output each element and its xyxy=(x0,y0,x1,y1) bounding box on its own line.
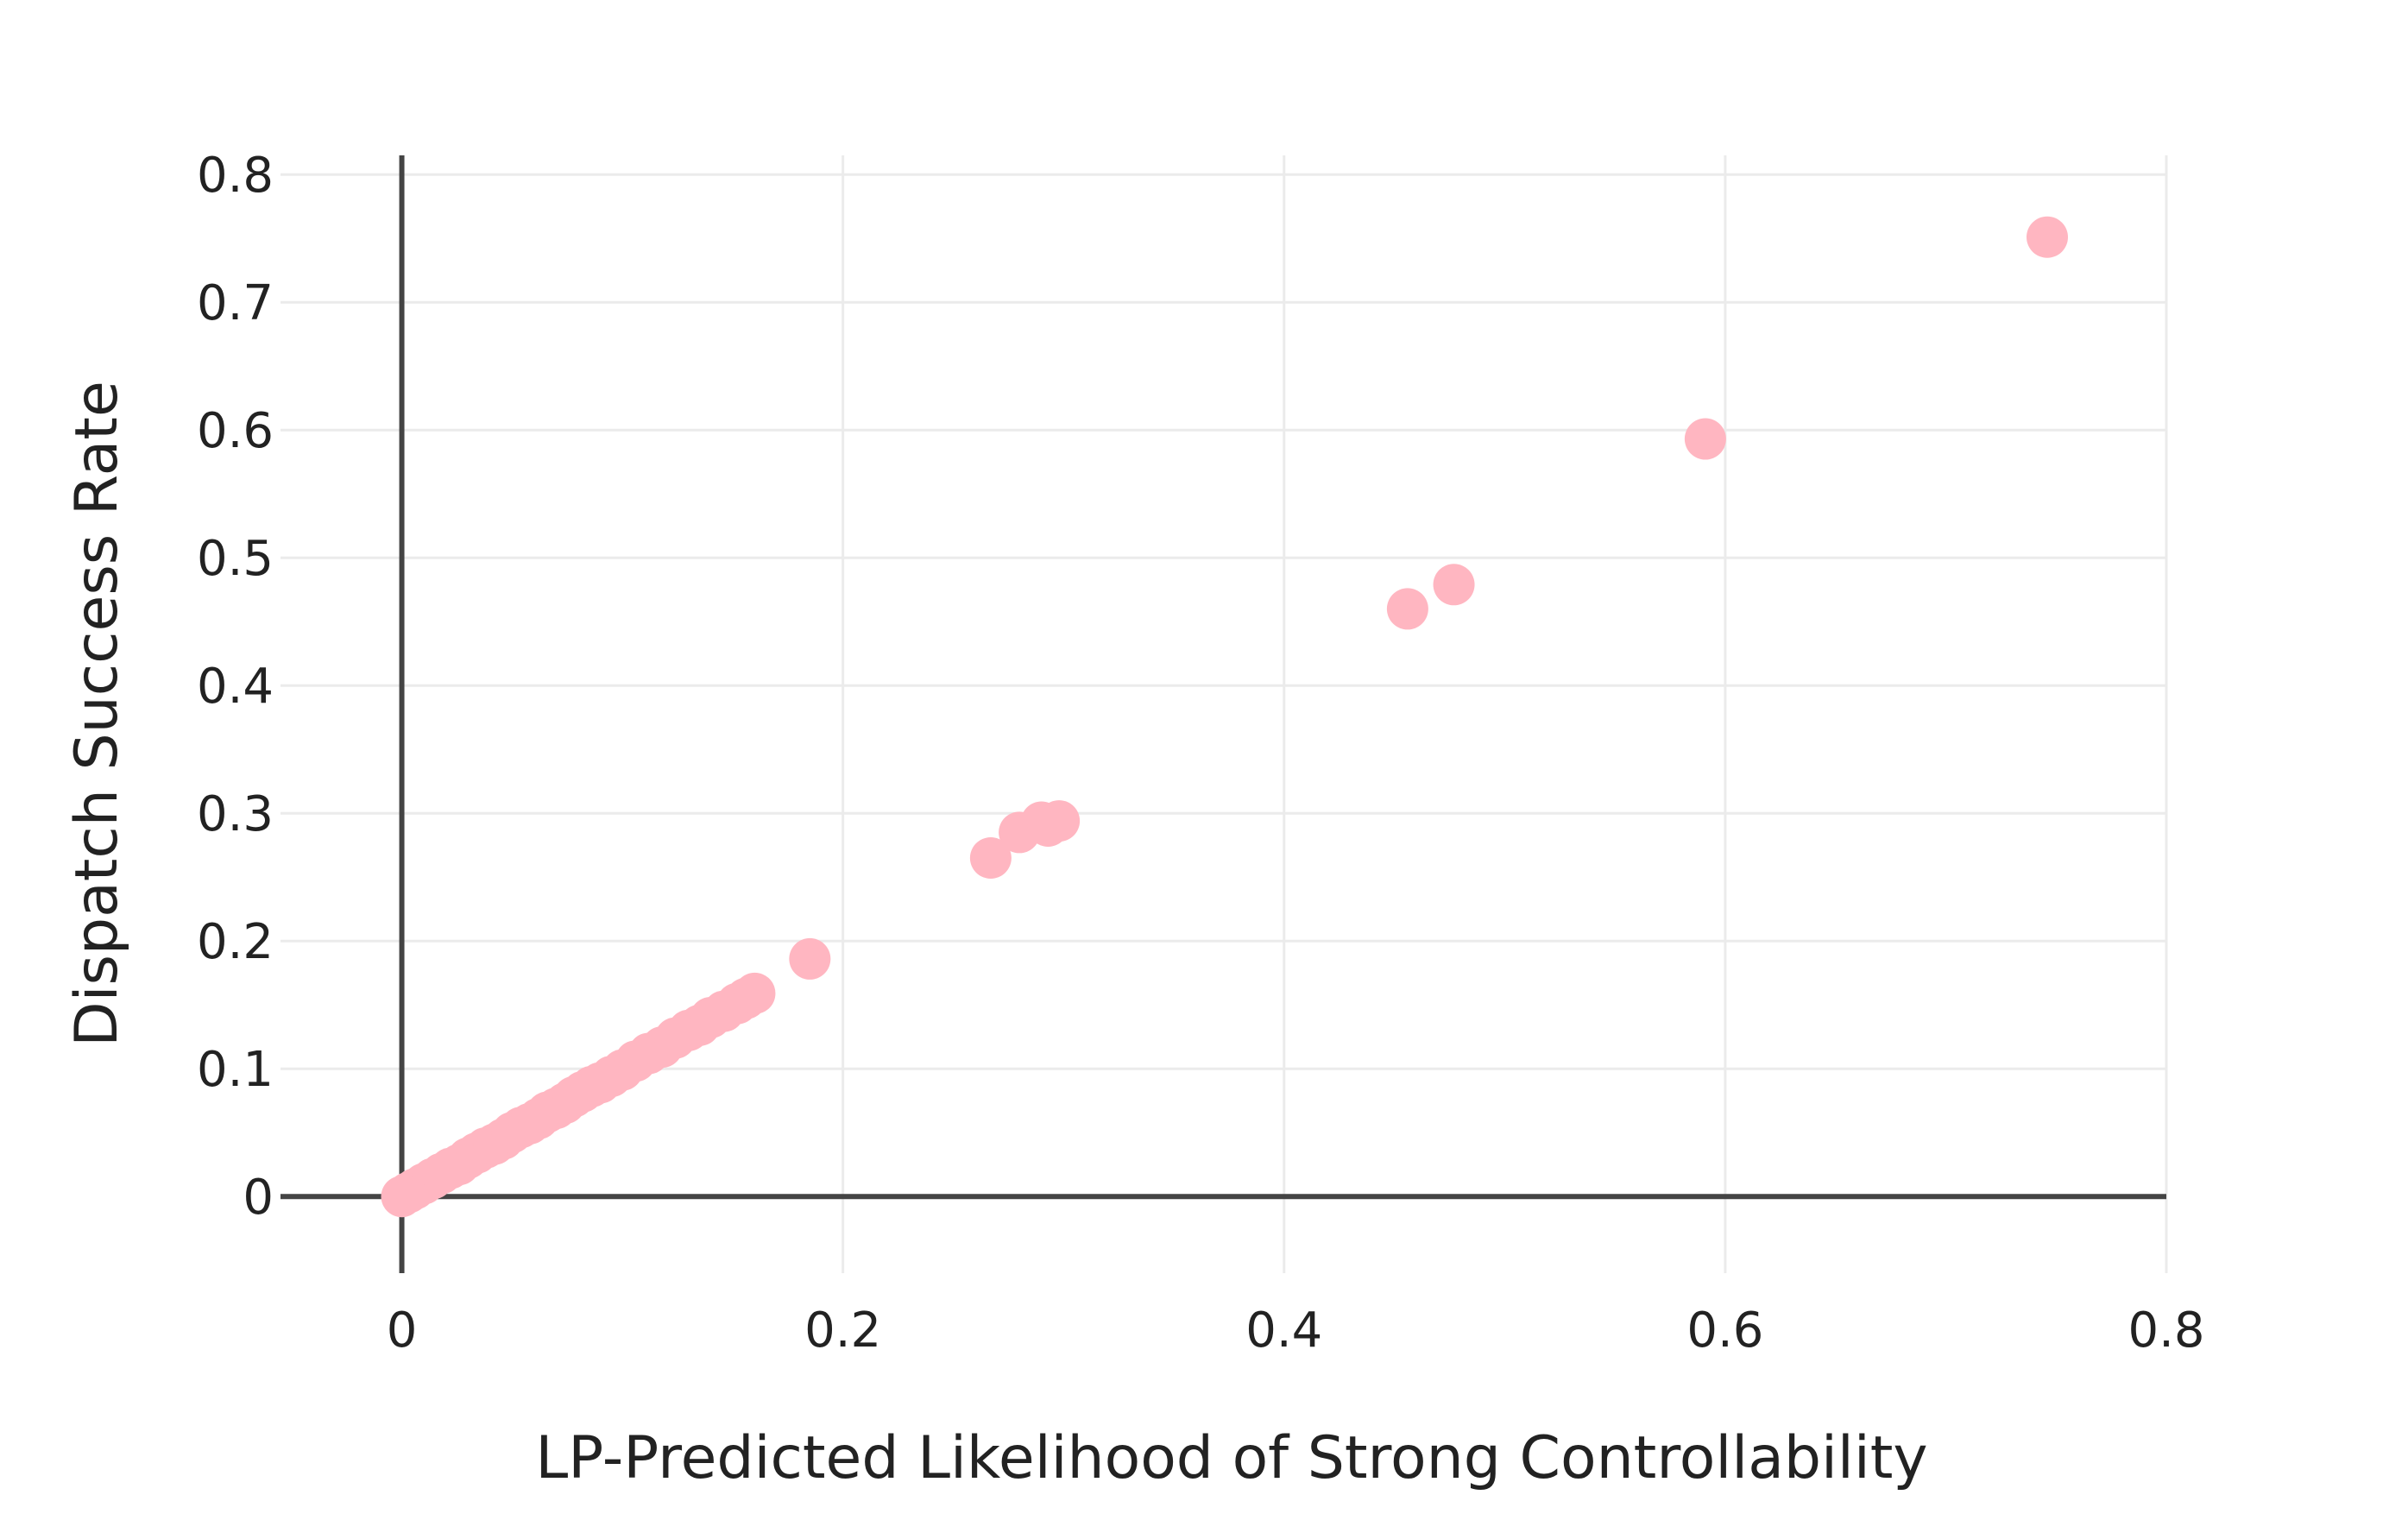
x-tick-label: 0.8 xyxy=(2127,1302,2204,1359)
x-tick-label: 0.4 xyxy=(1245,1302,1322,1359)
y-tick-label: 0.8 xyxy=(197,148,274,204)
scatter-point xyxy=(2027,216,2068,258)
y-tick-label: 0.4 xyxy=(197,659,274,715)
gridlines xyxy=(281,155,2168,1273)
x-tick-label: 0 xyxy=(387,1302,418,1359)
y-tick-label: 0.5 xyxy=(197,531,274,587)
y-tick-label: 0.2 xyxy=(197,914,274,970)
axes xyxy=(281,155,2166,1273)
tick-labels: 0 0.2 0.4 0.6 0.8 0 0.1 0.2 0.3 0.4 0.5 0.6 0.7 0.8 xyxy=(197,148,2205,1359)
x-tick-label: 0.2 xyxy=(804,1302,881,1359)
y-tick-label: 0.7 xyxy=(197,275,274,331)
scatter-point xyxy=(1433,564,1475,606)
scatter-point xyxy=(1038,800,1081,842)
scatter-point xyxy=(1386,588,1428,630)
data-points xyxy=(381,216,2068,1218)
x-tick-label: 0.6 xyxy=(1686,1302,1763,1359)
scatter-point xyxy=(789,937,831,980)
y-tick-label: 0.3 xyxy=(197,786,274,842)
scatter-point xyxy=(969,837,1012,879)
y-tick-label: 0.1 xyxy=(197,1042,274,1098)
x-axis-title: LP-Predicted Likelihood of Strong Contro… xyxy=(535,1424,1927,1492)
y-axis-title: Dispatch Success Rate xyxy=(63,381,131,1047)
scatter-point xyxy=(1684,418,1726,460)
y-tick-label: 0.6 xyxy=(197,403,274,459)
scatter-point xyxy=(734,972,776,1014)
y-tick-label: 0 xyxy=(243,1170,274,1226)
